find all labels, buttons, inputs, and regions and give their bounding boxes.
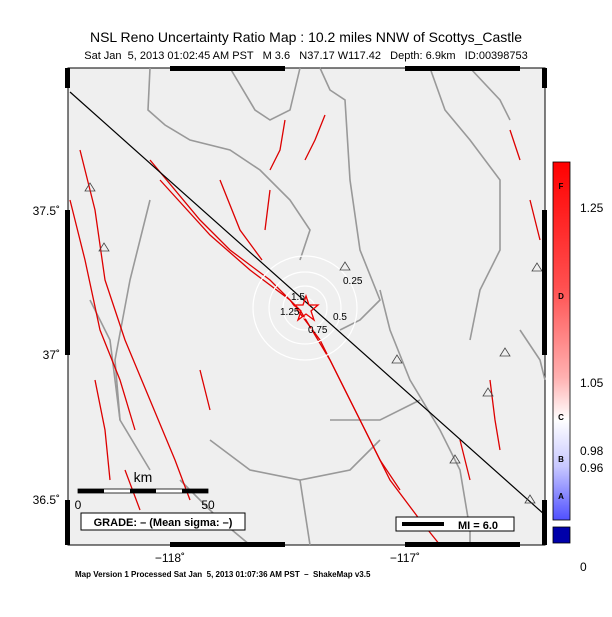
colorbar-tick: 0.98 bbox=[580, 444, 604, 458]
lon-label: −117˚ bbox=[390, 551, 420, 565]
grade-letter: A bbox=[558, 492, 564, 501]
fault-plane-line bbox=[69, 91, 546, 516]
frame bbox=[65, 66, 547, 547]
lon-label: −118˚ bbox=[155, 551, 185, 565]
subtitle: Sat Jan 5, 2013 01:02:45 AM PST M 3.6 N3… bbox=[84, 50, 528, 62]
mi-key bbox=[395, 516, 515, 532]
contour-label: 1.5 bbox=[291, 292, 305, 303]
contour-label: 0.5 bbox=[333, 312, 347, 323]
grade-letter: B bbox=[558, 455, 564, 464]
footer: Map Version 1 Processed Sat Jan 5, 2013 … bbox=[75, 570, 371, 579]
grade: GRADE: – (Mean sigma: –) bbox=[94, 517, 233, 529]
epicenter bbox=[292, 293, 320, 322]
grade-letter: C bbox=[558, 413, 564, 422]
colorbar-tick: 0.96 bbox=[580, 461, 604, 475]
colorbar-tick: 0 bbox=[580, 560, 587, 574]
contour-label: 0.25 bbox=[343, 276, 363, 287]
scale-unit: km bbox=[134, 469, 153, 485]
contour-label: 0.75 bbox=[308, 325, 328, 336]
map-area: 0.25 0.5 0.75 1.25 1.5 km 0 50 GRADE: – … bbox=[67, 67, 546, 546]
lat-label: 37˚ bbox=[43, 348, 60, 362]
faults bbox=[69, 114, 541, 546]
stations bbox=[84, 182, 543, 504]
colorbar-tick: 1.05 bbox=[580, 376, 604, 390]
scale-end: 50 bbox=[201, 498, 215, 512]
title: NSL Reno Uncertainty Ratio Map : 10.2 mi… bbox=[90, 29, 522, 45]
colorbar: F D C B A 1.25 1.05 0.98 0.96 0 bbox=[552, 161, 604, 574]
colorbar-tick: 1.25 bbox=[580, 201, 604, 215]
lat-label: 36.5˚ bbox=[33, 493, 60, 507]
scale-bar: km 0 50 bbox=[75, 469, 215, 512]
mi-label: MI = 6.0 bbox=[458, 520, 498, 532]
grade-box bbox=[80, 512, 246, 531]
scale-start: 0 bbox=[75, 498, 82, 512]
grade-letter: D bbox=[558, 292, 564, 301]
lat-label: 37.5˚ bbox=[33, 204, 60, 218]
contour-label: 1.25 bbox=[280, 307, 300, 318]
grade-letter: F bbox=[559, 182, 564, 191]
